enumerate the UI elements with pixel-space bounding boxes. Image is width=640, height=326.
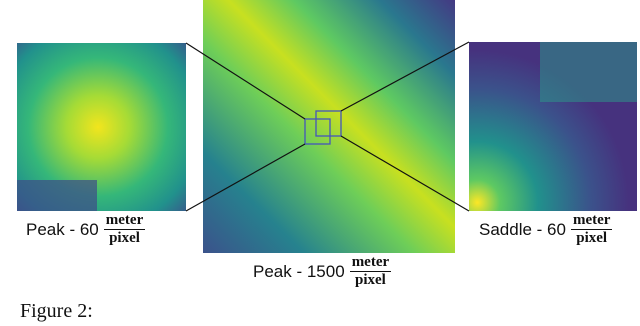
unit-num: meter [570,212,613,230]
unit: meter pixel [570,212,613,247]
unit-num: meter [103,212,146,230]
connector-lines [185,41,470,212]
label-text: Saddle - 60 [479,219,566,239]
peak-60-shade [17,180,97,211]
label-text: Peak - 60 [26,219,99,239]
unit-num: meter [349,254,392,272]
caption: Figure 2: [20,300,93,322]
panel-label: Peak - 60 meter pixel [26,212,146,247]
label-text: Peak - 1500 [253,261,345,281]
zoom-box-peak [304,118,331,145]
unit-den: pixel [109,230,140,246]
peak-1500-image [203,0,455,253]
unit: meter pixel [349,254,392,289]
zoom-box-saddle [315,110,342,137]
panel-label: Saddle - 60 meter pixel [479,212,613,247]
saddle-60-shade [540,42,637,102]
unit: meter pixel [103,212,146,247]
unit-den: pixel [576,230,608,246]
unit-den: pixel [355,272,386,288]
panel-label: Peak - 1500 meter pixel [253,254,392,289]
